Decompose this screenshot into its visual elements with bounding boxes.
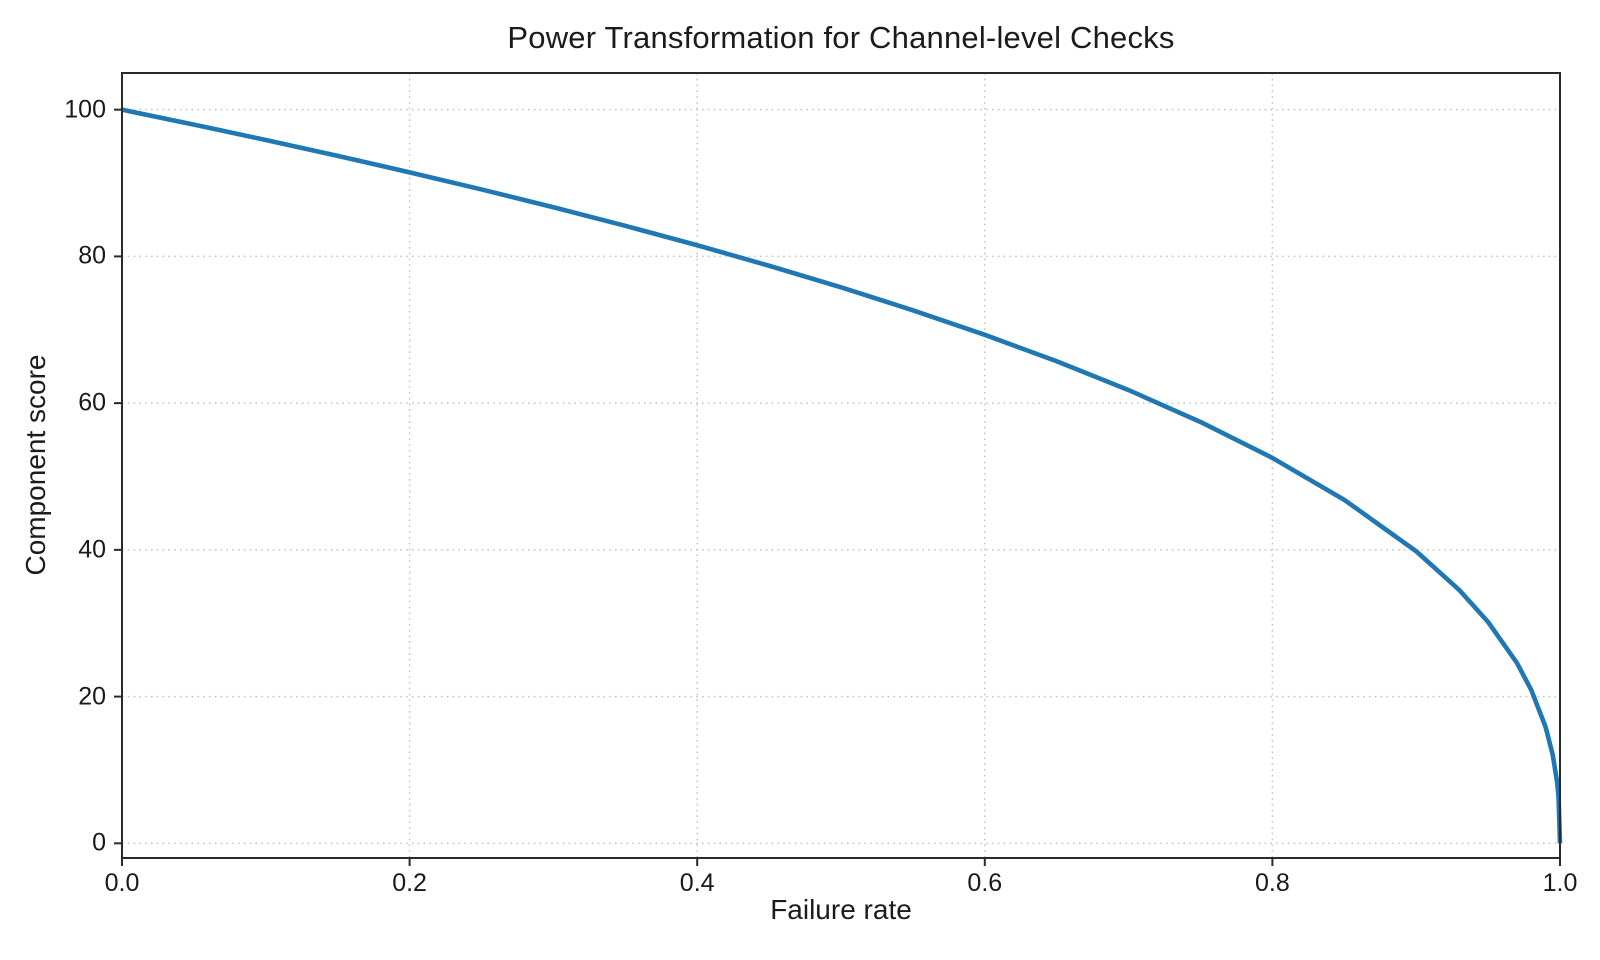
y-tick-label: 80 [78,241,106,270]
gridlines [121,73,1561,858]
y-tick-label: 40 [78,535,106,564]
y-tick-label: 20 [78,682,106,711]
x-tick-label: 0.2 [392,869,427,897]
tick-marks [114,108,1561,866]
axes-frame [121,72,1561,859]
x-tick-label: 0.4 [679,869,715,897]
y-tick-label: 60 [78,388,106,417]
x-tick-label: 0.0 [104,869,140,897]
power-curve-line [121,107,1563,844]
x-tick-label: 0.6 [967,869,1003,897]
y-axis-label: Component score [20,354,51,576]
x-axis-label: Failure rate [770,894,912,925]
x-tick-label: 0.8 [1255,869,1290,897]
x-tick-label: 1.0 [1542,869,1578,897]
y-tick-label: 0 [92,828,106,857]
chart-title: Power Transformation for Channel-level C… [507,20,1175,55]
y-tick-label: 100 [64,95,106,124]
